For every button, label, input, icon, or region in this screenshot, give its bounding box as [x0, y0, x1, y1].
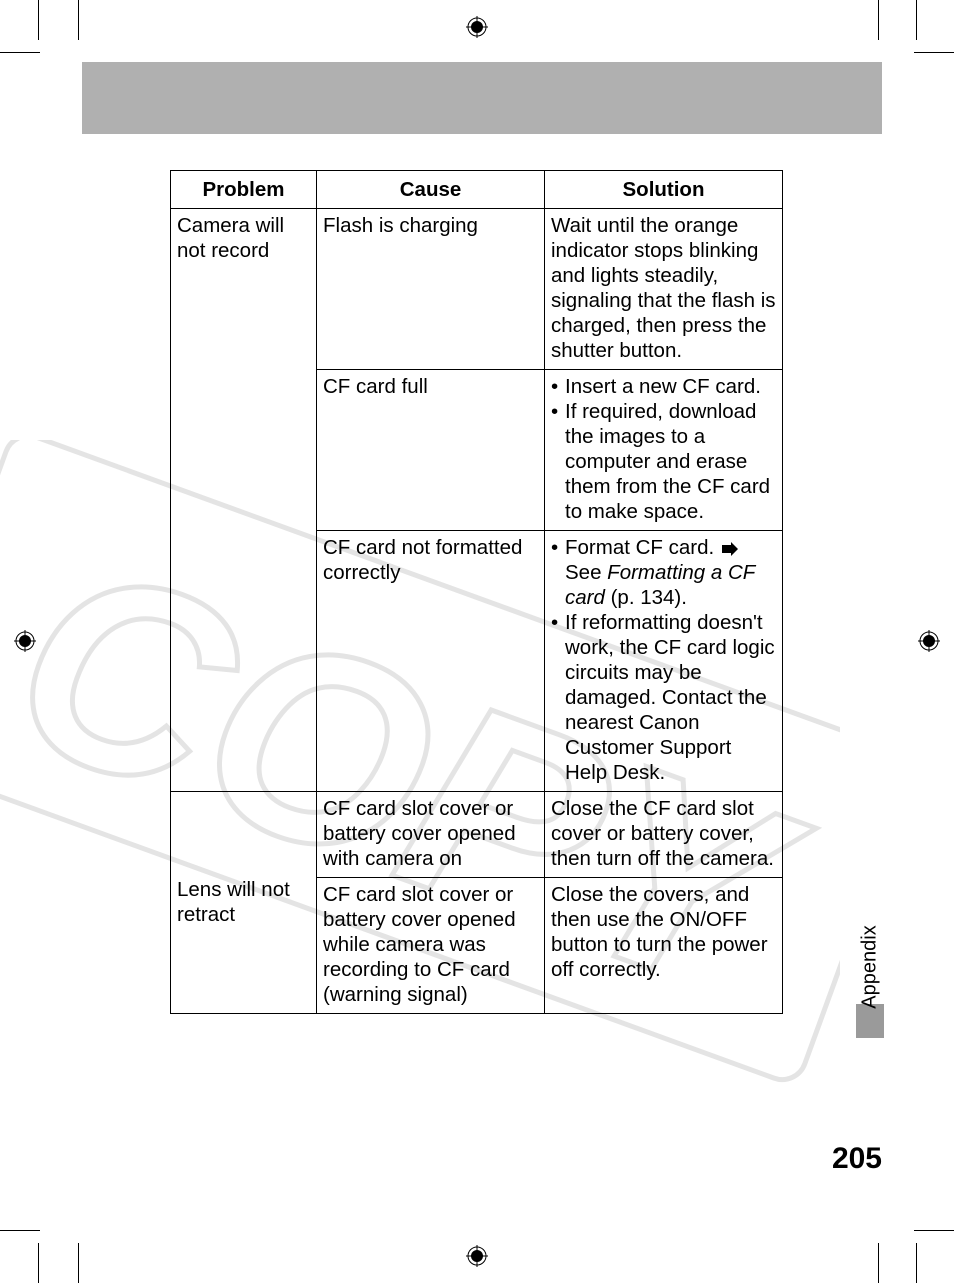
cell-solution: Wait until the orange indicator stops bl…: [545, 209, 783, 370]
cell-cause: CF card not formatted correctly: [317, 531, 545, 792]
crop-mark: [916, 1243, 917, 1283]
header-bar: [82, 62, 882, 134]
crop-mark: [78, 0, 79, 40]
crop-mark: [914, 1230, 954, 1231]
cell-solution: Format CF card. See Formatting a CF card…: [545, 531, 783, 792]
registration-mark-icon: [466, 1245, 488, 1267]
cell-solution: Close the covers, and then use the ON/OF…: [545, 878, 783, 1014]
crop-mark: [78, 1243, 79, 1283]
col-header-problem: Problem: [171, 171, 317, 209]
col-header-solution: Solution: [545, 171, 783, 209]
arrow-right-icon: [722, 542, 738, 556]
page-number: 205: [832, 1142, 882, 1176]
cell-solution: Insert a new CF card. If required, downl…: [545, 370, 783, 531]
cell-cause: CF card slot cover or battery cover open…: [317, 792, 545, 878]
crop-mark: [878, 0, 879, 40]
cell-problem: Lens will not retract: [171, 792, 317, 1014]
bullet-text: See: [565, 561, 607, 584]
solution-bullet: If reformatting doesn't work, the CF car…: [565, 610, 776, 785]
cell-cause: Flash is charging: [317, 209, 545, 370]
table-row: Camera will not record Flash is charging…: [171, 209, 783, 370]
solution-bullet: Insert a new CF card.: [565, 374, 776, 399]
section-tab-appendix: Appendix: [856, 896, 884, 1038]
solution-bullet: Format CF card. See Formatting a CF card…: [565, 535, 776, 610]
cell-cause: CF card full: [317, 370, 545, 531]
registration-mark-icon: [466, 16, 488, 38]
crop-mark: [916, 0, 917, 40]
troubleshooting-table: Problem Cause Solution Camera will not r…: [170, 170, 782, 1014]
tab-highlight: [856, 1004, 884, 1038]
solution-bullet: If required, download the images to a co…: [565, 399, 776, 524]
tab-label: Appendix: [859, 925, 882, 1008]
crop-mark: [0, 52, 40, 53]
crop-mark: [914, 52, 954, 53]
cell-problem: Camera will not record: [171, 209, 317, 792]
bullet-text: Format CF card.: [565, 536, 714, 559]
crop-mark: [38, 1243, 39, 1283]
crop-mark: [38, 0, 39, 40]
registration-mark-icon: [918, 630, 940, 652]
col-header-cause: Cause: [317, 171, 545, 209]
cell-solution: Close the CF card slot cover or battery …: [545, 792, 783, 878]
cell-cause: CF card slot cover or battery cover open…: [317, 878, 545, 1014]
table-row: Lens will not retract CF card slot cover…: [171, 792, 783, 878]
crop-mark: [878, 1243, 879, 1283]
bullet-text: (p. 134).: [605, 586, 687, 609]
crop-mark: [0, 1230, 40, 1231]
